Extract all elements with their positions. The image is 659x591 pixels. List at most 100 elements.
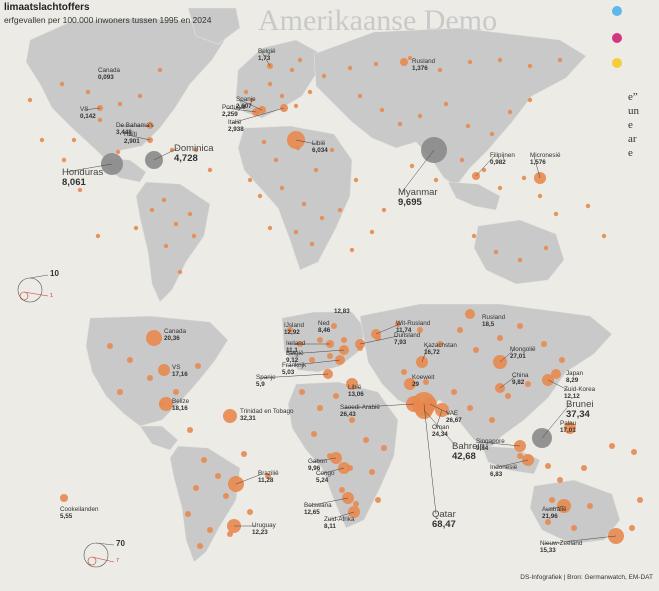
country-name: IJsland [284, 322, 304, 329]
country-name: Gabon [308, 458, 327, 465]
map1-label-filipijnen: Filipijnen 0,982 [490, 152, 515, 166]
map2-label-ierland: Ierland 11,1 [286, 340, 305, 354]
map1-label-rusland: Rusland 1,376 [412, 58, 435, 72]
map1-greenland [187, 7, 241, 45]
map2-country-dot [525, 381, 531, 387]
map2-dot-canada [146, 330, 162, 346]
country-value: 5,03 [282, 369, 295, 376]
map2-country-dot [341, 337, 347, 343]
map2-country-dot [187, 427, 193, 433]
country-value: 16,72 [424, 349, 440, 356]
map1-north-america [25, 17, 227, 159]
map2-label-zuidkorea: Zuid-Korea 12,12 [564, 386, 595, 400]
map1-label-micronesie: Micronesië 1,576 [530, 152, 560, 166]
country-name: Filipijnen [490, 152, 515, 159]
map1-country-dot [85, 89, 91, 95]
map1-country-dot [247, 177, 253, 183]
map2-label-libie: Libië 13,06 [348, 384, 364, 398]
map2-label-koeweit: Koeweit 29 [412, 374, 434, 388]
map1-country-dot [417, 113, 423, 119]
size-legends [17, 274, 115, 568]
map1-country-dot [39, 137, 45, 143]
map1-country-dot [59, 81, 65, 87]
country-value: 11,74 [396, 327, 412, 334]
map2-country-dot [517, 453, 523, 459]
country-name: Haïti [124, 131, 137, 138]
yellow-color-dot [612, 58, 622, 68]
map2-legend-big-label: 70 [116, 539, 125, 548]
country-value: 26,67 [446, 417, 462, 424]
map2-country-dot [375, 497, 381, 503]
map2-label-ijsland: IJsland 12,92 [284, 322, 304, 336]
map2-country-dot [317, 337, 323, 343]
map2-country-dot [489, 417, 495, 423]
country-value: 8,29 [566, 377, 579, 384]
map1-label-haiti: Haïti 2,901 [124, 131, 140, 145]
map1-country-dot [459, 157, 465, 163]
country-value: 18,5 [482, 321, 495, 328]
map2-country-dot [517, 323, 523, 329]
country-value: 5,24 [316, 477, 329, 484]
map2-country-dot [571, 525, 577, 531]
map1-label-honduras: Honduras 8,061 [62, 168, 103, 188]
map2-label-kazachstan: Kazachstan 16,72 [424, 342, 457, 356]
map1-asia [313, 27, 587, 187]
map2-country-dot [541, 341, 547, 347]
map2-legend-big-circle [83, 542, 109, 568]
country-name: Belize [172, 398, 190, 405]
map2-country-dot [207, 527, 213, 533]
map2-country-dot [349, 417, 355, 423]
map1-africa [237, 125, 353, 271]
map2-country-dot [107, 343, 113, 349]
map2-label-brazilie: Brazilië 11,28 [258, 470, 279, 484]
country-name: Libië [348, 384, 362, 391]
chart-title: limaatslachtoffers [4, 2, 90, 13]
map1-country-dot [207, 167, 213, 173]
country-name: Koeweit [412, 374, 435, 381]
map2-country-dot [215, 473, 221, 479]
country-name: Rusland [482, 314, 506, 321]
country-value: 13,06 [348, 391, 364, 398]
map1-country-dot [293, 229, 299, 235]
map2-label-zuidafrika: Zuid-Afrika 8,11 [324, 516, 354, 530]
map2-country-dot [327, 353, 333, 359]
map2-country-dot [587, 503, 593, 509]
map1-country-dot [527, 63, 533, 69]
map2-australia [529, 479, 621, 545]
map1-country-dot [465, 123, 471, 129]
map2-country-dot [311, 431, 317, 437]
map2-dot-belize [159, 397, 173, 411]
map2-label-vs: VS 17,16 [172, 364, 188, 378]
map1-country-dot [117, 101, 123, 107]
country-name: Dominica [174, 143, 214, 154]
country-name: Duitsland [394, 332, 421, 339]
map1-country-dot [177, 269, 183, 275]
country-value: 2,259 [222, 111, 238, 118]
country-value: 11,28 [258, 477, 274, 484]
map2-country-dot [505, 393, 511, 399]
country-value: 9,84 [476, 445, 489, 452]
map1-dot-rusland [400, 58, 408, 66]
country-value: 8,11 [324, 523, 336, 530]
map2-country-dot [197, 543, 203, 549]
map2-label-china: China 9,82 [512, 372, 528, 386]
map1-country-dot [521, 175, 527, 181]
country-name: China [512, 372, 529, 379]
map1-country-dot [433, 177, 439, 183]
country-name: Ierland [286, 340, 306, 347]
map1-country-dot [437, 67, 443, 73]
map1-country-dot [133, 225, 139, 231]
map2-country-dot [637, 497, 643, 503]
map2-label-witrusland: Wit-Rusland 11,74 [396, 320, 430, 334]
country-name: Micronesië [530, 152, 561, 159]
map2-country-dot [333, 393, 339, 399]
map1-country-dot [293, 103, 299, 109]
map2-land [85, 303, 621, 563]
map2-country-dot [117, 389, 123, 395]
country-value: 42,68 [452, 451, 476, 462]
map2-label-congo: Congo 5,24 [316, 470, 335, 484]
country-value: 9,12 [286, 357, 299, 364]
map2-country-dot [545, 519, 551, 525]
country-name: VAE [446, 410, 459, 417]
map2-country-dot [247, 509, 253, 515]
